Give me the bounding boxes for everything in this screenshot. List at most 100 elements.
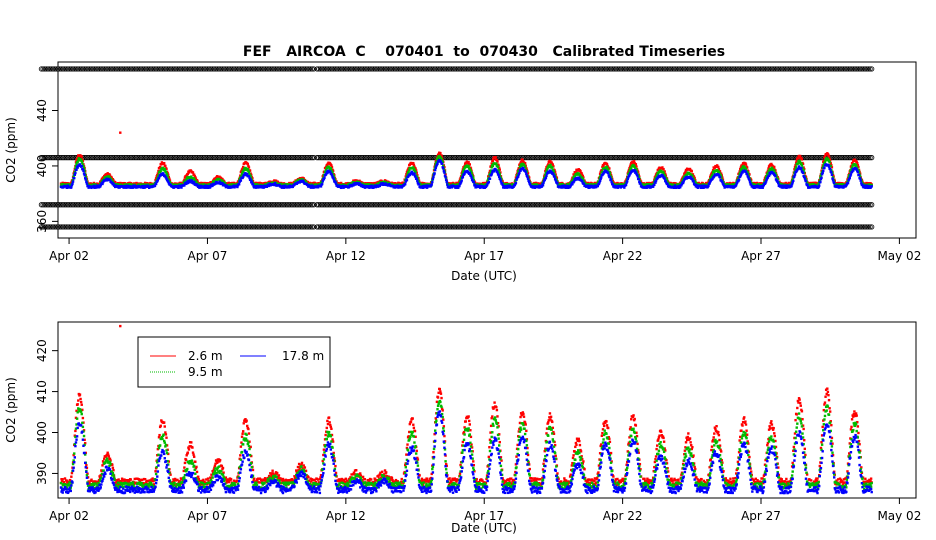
top-band-2-point [513,202,519,208]
top-band-1-point [857,155,863,161]
top-band-0-point [257,66,264,72]
top-band-0-point [668,66,674,72]
top-band-0-point [43,66,49,72]
top-band-2-point [266,202,272,208]
top-band-1-point [654,155,661,161]
top-band-0-point [337,66,343,72]
top-band-2-point [111,202,118,208]
top-band-1-point [664,155,671,161]
top-band-1-point [603,155,609,161]
top-band-0-point [658,66,664,72]
top-band-1-point [405,155,411,161]
top-band-0-point [384,66,390,72]
top-band-2-point [533,202,539,208]
top-band-0-point [253,66,259,72]
top-band-0-point [241,66,247,72]
top-band-1-point [578,155,584,161]
top-band-1-point [693,155,699,161]
top-band-2-point [331,202,337,208]
top-band-0-point [548,66,554,72]
top-band-0-point [262,66,269,72]
top-band-0-point [573,66,579,72]
top-band-2-point [126,202,133,208]
top-band-1-point [271,155,277,161]
top-band-1-point [556,155,563,161]
top-band-0-point [341,66,347,72]
top-band-0-point [809,66,815,72]
top-band-1-point [193,155,199,161]
top-band-0-point [394,66,400,72]
top-band-0-point [623,66,629,72]
top-band-1-point [336,155,342,161]
top-band-1-point [769,155,775,161]
top-band-2-point [595,202,601,208]
top-band-2-point [483,202,490,208]
top-band-0-point [498,66,504,72]
top-point-2-6-- [491,159,495,163]
top-point-17-8-- [85,182,89,185]
top-band-2-point [243,202,249,208]
top-band-2-point [296,202,302,208]
top-band-1-point [364,155,370,161]
top-band-0-point [734,66,740,72]
top-band-1-point [719,155,725,161]
top-band-0-point [196,66,202,72]
top-band-0-point [747,66,754,72]
top-band-2-point [281,202,287,208]
top-band-2-point [121,202,128,208]
top-band-2-point [231,202,237,208]
top-band-0-point [350,66,357,72]
top-band-2-point [138,202,144,208]
top-band-1-point [601,155,607,161]
top-band-0-point [591,66,597,72]
top-band-2-point [334,202,340,208]
top-band-2-point [153,202,159,208]
top-band-0-point [395,66,402,72]
top-band-1-point [815,155,822,161]
top-band-2-point [400,202,407,208]
top-band-2-point [565,202,571,208]
top-band-2-point [523,202,529,208]
top-band-1-point [747,155,754,161]
top-band-2-point [332,202,338,208]
top-band-1-point [541,155,548,161]
top-band-0-point [213,66,219,72]
top-band-2-point [254,202,260,208]
top-band-1-point [786,155,792,161]
top-band-1-point [561,155,568,161]
top-band-1-point [131,155,137,161]
top-band-0-point [359,66,365,72]
top-band-2-point [399,202,405,208]
top-band-0-point [120,66,126,72]
top-band-0-point [284,66,290,72]
top-band-0-point [311,66,317,72]
top-band-0-point [518,66,524,72]
top-band-1-point [522,155,528,161]
top-band-2-point [169,202,176,208]
top-band-0-point [713,66,719,72]
top-band-2-point [508,202,514,208]
top-band-1-point [717,155,724,161]
top-band-2-point [543,202,549,208]
top-band-2-point [550,202,556,208]
top-band-2-point [548,202,554,208]
top-band-0-point [45,66,51,72]
top-band-2-point [277,202,284,208]
top-band-2-point [382,202,388,208]
top-band-0-point [231,66,237,72]
top-band-2-point [518,202,524,208]
top-band-0-point [62,66,68,72]
top-band-2-point [81,202,88,208]
top-band-2-point [530,202,536,208]
top-band-1-point [772,155,778,161]
top-band-0-point [372,66,378,72]
top-band-1-point [606,155,612,161]
top-band-2-point [176,202,182,208]
top-band-1-point [158,155,164,161]
top-band-0-point [171,66,177,72]
top-band-1-point [558,155,564,161]
top-band-2-point [241,202,247,208]
top-band-2-point [248,202,254,208]
top-band-2-point [588,202,594,208]
top-band-1-point [452,155,458,161]
